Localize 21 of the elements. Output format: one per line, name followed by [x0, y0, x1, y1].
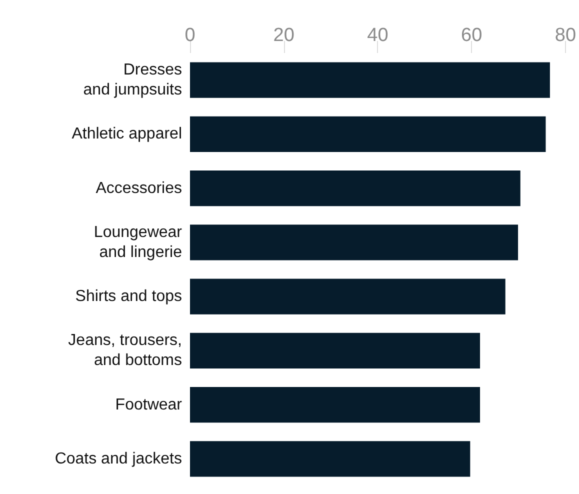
bar: [190, 332, 480, 369]
bar: [190, 386, 480, 423]
bar: [190, 116, 546, 152]
x-tick-label: 40: [367, 25, 388, 46]
bar: [190, 224, 518, 260]
y-tick-label: Dresses and jumpsuits: [83, 62, 182, 99]
bar: [190, 441, 470, 477]
bar: [190, 62, 550, 98]
y-tick-label: Athletic apparel: [72, 126, 182, 143]
y-tick-label: Coats and jackets: [54, 450, 182, 468]
y-tick-label: Jeans, trousers, and bottoms: [68, 332, 182, 370]
y-tick-label: Footwear: [115, 396, 183, 414]
x-tick-label: 0: [184, 25, 196, 46]
bar: [190, 278, 506, 314]
y-tick-label: Shirts and tops: [75, 288, 182, 306]
x-tick-label: 20: [273, 25, 294, 46]
x-tick-label: 60: [461, 25, 482, 46]
y-tick-label: Loungewear and lingerie: [94, 224, 183, 261]
x-tick-label: 80: [554, 25, 576, 46]
y-tick-label: Accessories: [96, 180, 182, 197]
bar: [190, 170, 520, 206]
